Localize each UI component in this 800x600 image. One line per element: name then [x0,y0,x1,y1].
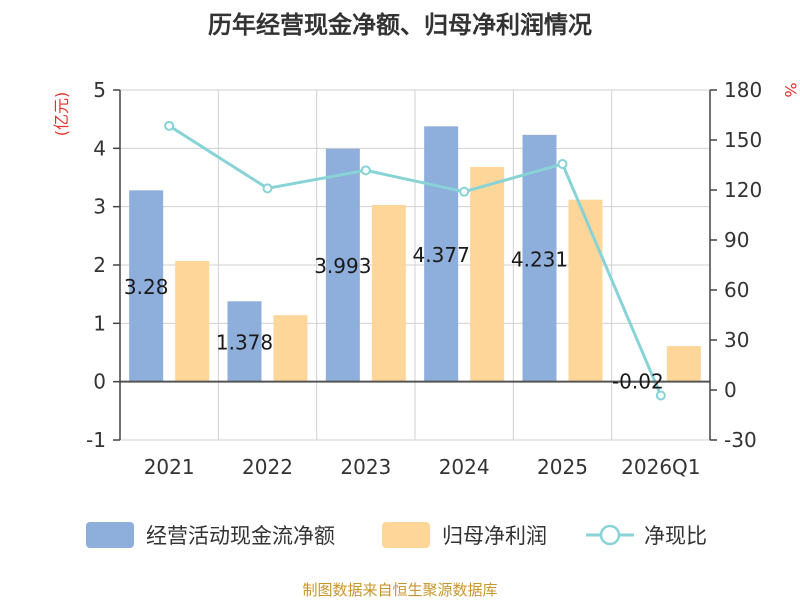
legend-swatch-cashflow [86,522,134,548]
legend: 经营活动现金流净额 归母净利润 净现比 [86,522,707,548]
legend-label-profit: 归母净利润 [442,524,547,548]
legend-label-ratio: 净现比 [644,524,707,548]
left-tick-label: 4 [93,136,106,160]
bar-layer [129,126,701,383]
bar-profit [273,315,308,382]
right-tick-label: 180 [724,78,762,102]
bar-cashflow [129,190,164,382]
ratio-point [655,390,666,401]
left-tick-label: 1 [93,311,106,335]
right-tick-label: 60 [724,278,749,302]
right-tick-label: 120 [724,178,762,202]
data-label-cashflow: 1.378 [216,330,273,354]
data-label-cashflow: 4.377 [413,243,470,267]
data-label-cashflow: 3.28 [124,275,169,299]
left-axis-unit: (亿元) [52,92,71,137]
bar-cashflow [522,134,557,382]
bar-cashflow [325,148,360,382]
ratio-point [360,165,371,176]
left-tick-label: 3 [93,195,106,219]
bar-profit [175,260,210,382]
bar-cashflow [424,126,459,382]
x-tick-label: 2024 [439,455,490,479]
ratio-point [557,159,568,169]
bar-profit [666,346,701,382]
right-tick-label: 0 [724,378,737,402]
legend-label-cashflow: 经营活动现金流净额 [146,524,335,548]
right-tick-label: 150 [724,128,762,152]
data-label-cashflow: 4.231 [511,247,568,271]
left-tick-label: 5 [93,78,106,102]
bar-profit [371,204,406,382]
bar-profit [470,167,505,382]
line-layer [164,120,666,401]
axis-layer: 5 4 3 2 1 0 -1 180 150 120 90 60 30 0 -30 2021 2022 2023 2… [86,78,762,479]
data-label-cashflow: 3.993 [314,254,371,278]
left-tick-label: 0 [93,370,106,394]
legend-marker-ratio [599,524,621,546]
x-tick-label: 2026Q1 [621,455,700,479]
right-tick-label: -30 [724,428,757,452]
data-label-cashflow: -0.02 [612,370,664,394]
right-tick-label: 30 [724,328,749,352]
x-tick-label: 2025 [537,455,588,479]
chart-title: 历年经营现金净额、归母净利润情况 [208,11,592,39]
ratio-point [262,183,273,194]
source-note: 制图数据来自恒生聚源数据库 [302,581,497,599]
bar-profit [568,199,603,382]
label-layer: 3.28 1.378 3.993 4.377 4.231 -0.02 [124,243,664,394]
right-axis-unit: % [781,82,800,97]
left-tick-label: 2 [93,253,106,277]
ratio-point [164,120,175,131]
x-tick-label: 2022 [242,455,293,479]
x-tick-label: 2023 [340,455,391,479]
right-tick-label: 90 [724,228,749,252]
left-tick-label: -1 [86,428,106,452]
bar-cashflow [227,301,262,382]
ratio-point [459,186,470,197]
ratio-line [168,124,663,397]
legend-swatch-profit [382,522,430,548]
x-tick-label: 2021 [144,455,195,479]
